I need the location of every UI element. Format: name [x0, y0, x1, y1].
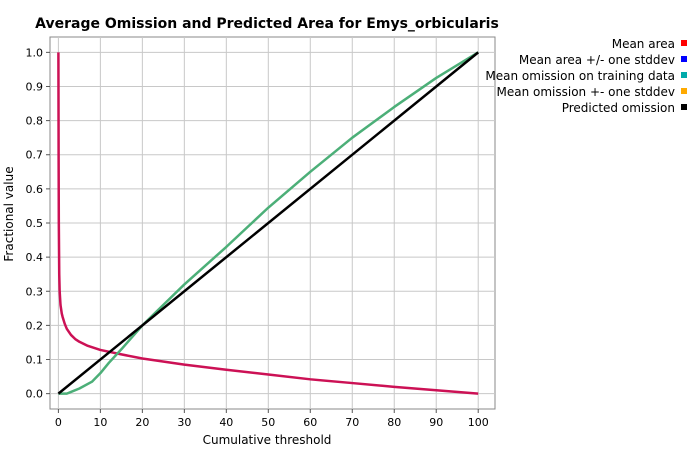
legend-swatch — [681, 88, 687, 94]
legend-label: Mean omission on training data — [485, 69, 675, 83]
y-tick-label: 0.1 — [26, 354, 44, 367]
legend-swatch — [681, 104, 687, 110]
y-tick-label: 0.5 — [26, 217, 44, 230]
x-tick-label: 30 — [177, 416, 191, 429]
legend-label: Predicted omission — [562, 101, 675, 115]
y-tick-label: 1.0 — [26, 46, 44, 59]
y-tick-label: 0.7 — [26, 149, 44, 162]
x-tick-label: 90 — [429, 416, 443, 429]
x-tick-label: 80 — [387, 416, 401, 429]
y-tick-label: 0.3 — [26, 285, 44, 298]
y-tick-label: 0.4 — [26, 251, 44, 264]
x-tick-label: 20 — [135, 416, 149, 429]
y-axis-label: Fractional value — [2, 166, 16, 261]
x-tick-label: 40 — [219, 416, 233, 429]
legend-swatch — [681, 40, 687, 46]
y-tick-label: 0.6 — [26, 183, 44, 196]
legend-label: Mean area — [612, 37, 675, 51]
x-tick-label: 10 — [93, 416, 107, 429]
legend-swatch — [681, 56, 687, 62]
y-tick-label: 0.0 — [26, 388, 44, 401]
series-line-predicted-omission — [57, 51, 479, 395]
x-tick-label: 100 — [468, 416, 489, 429]
x-tick-label: 50 — [261, 416, 275, 429]
legend-swatch — [681, 72, 687, 78]
chart-title: Average Omission and Predicted Area for … — [35, 16, 499, 32]
x-tick-label: 0 — [55, 416, 62, 429]
x-tick-label: 60 — [303, 416, 317, 429]
y-tick-label: 0.9 — [26, 80, 44, 93]
series-line-mean-area — [57, 52, 479, 395]
grid — [50, 37, 495, 409]
y-tick-label: 0.8 — [26, 115, 44, 128]
series-lines — [57, 51, 479, 395]
x-tick-label: 70 — [345, 416, 359, 429]
x-axis-label: Cumulative threshold — [203, 433, 332, 447]
legend: Mean area Mean area +/- one stddev Mean om… — [485, 37, 687, 115]
axis-ticks: 0 10 20 30 40 50 60 70 80 90 100 0.0 0.1 0.2 0.3 0.4 0.5… — [26, 46, 489, 429]
legend-label: Mean area +/- one stddev — [519, 53, 675, 67]
legend-label: Mean omission +- one stddev — [497, 85, 676, 99]
y-tick-label: 0.2 — [26, 319, 44, 332]
